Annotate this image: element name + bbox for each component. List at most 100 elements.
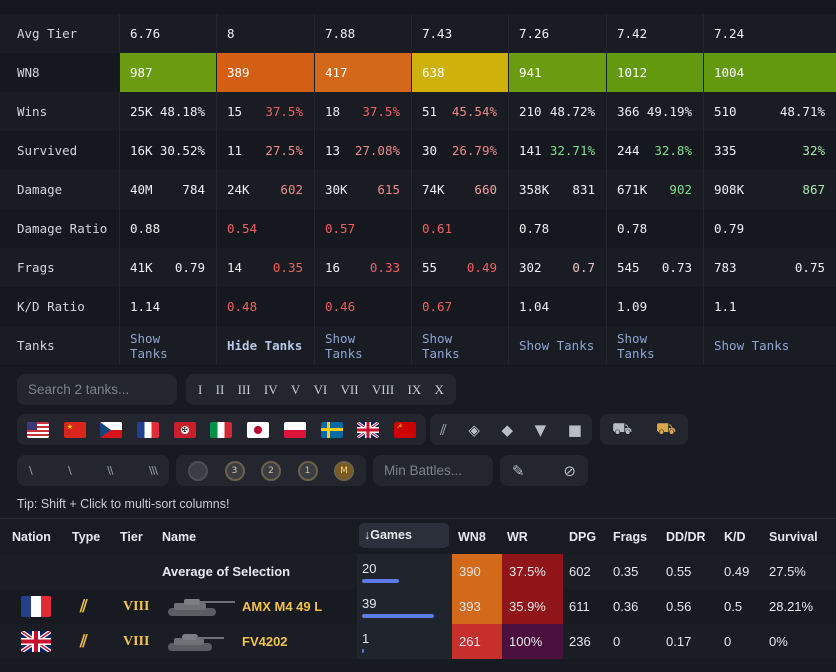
frags-value: 0.36 (613, 599, 639, 614)
tier-filter-button[interactable]: X (434, 381, 444, 397)
hide-tanks-link[interactable]: Hide Tanks (227, 338, 303, 353)
tier-filter-button[interactable]: VIII (371, 381, 395, 397)
header-dddr[interactable]: DD/DR (666, 530, 706, 544)
min-battles-input[interactable]: Min Battles... (373, 455, 493, 486)
avg-tier-cell: 7.26 (508, 14, 606, 53)
tank-name[interactable]: AMX M4 49 L (242, 599, 323, 614)
role-icon[interactable]: \\ (107, 464, 114, 477)
show-tanks-link[interactable]: Show Tanks (325, 330, 363, 361)
show-tanks-link[interactable]: Show Tanks (617, 330, 655, 361)
header-kd[interactable]: K/D (724, 530, 746, 544)
tier-filter-button[interactable]: I (198, 381, 203, 397)
role-icon[interactable]: \\\ (148, 464, 158, 477)
tanks-cell: Show Tanks (314, 326, 411, 365)
gun-icon[interactable]: ✎ (512, 461, 525, 480)
medium-tank-icon[interactable]: ◈ (468, 420, 480, 439)
show-tanks-link[interactable]: Show Tanks (714, 338, 790, 353)
header-type[interactable]: Type (72, 530, 101, 544)
poland-flag-icon[interactable] (283, 421, 306, 438)
italy-flag-icon[interactable] (210, 421, 233, 438)
header-survival[interactable]: Survival (769, 530, 818, 544)
wins-cell: 51 45.54% (411, 92, 508, 131)
france-flag-icon[interactable] (137, 421, 160, 438)
table-row[interactable]: ⫽ VIII AMX M4 49 L 39 393 35.9% 611 0.36… (0, 589, 836, 624)
frags-cell: 783 0.75 (703, 248, 836, 287)
sweden-flag-icon[interactable] (320, 421, 343, 438)
damage-cell: 358K 831 (508, 170, 606, 209)
tier-filter-button[interactable]: III (237, 381, 251, 397)
tanks-cell: Show Tanks (703, 326, 836, 365)
tier-filter-button[interactable]: VII (340, 381, 359, 397)
stats-row-wn8: WN8 987 389 417 638 941 1012 1004 (0, 53, 836, 92)
wins-cell: 210 48.72% (508, 92, 606, 131)
frags-cell: 55 0.49 (411, 248, 508, 287)
tier-filter-button[interactable]: VI (313, 381, 328, 397)
header-dpg[interactable]: DPG (569, 530, 597, 544)
kd-value: 0.49 (724, 564, 750, 579)
mastery-second-class-icon[interactable]: 2 (261, 460, 281, 481)
type-filter: ⫽ ◈ ◆ ▼ ■ (430, 414, 592, 445)
header-tier[interactable]: Tier (120, 530, 143, 544)
search-input[interactable]: Search 2 tanks... (17, 374, 177, 405)
no-gun-icon[interactable]: ⊘ (563, 461, 576, 480)
role-filter: \ \ \\ \\\ (17, 455, 169, 486)
header-wr[interactable]: WR (507, 530, 528, 544)
damage-ratio-cell: 0.78 (606, 209, 703, 248)
role-icon[interactable]: \ (68, 464, 72, 477)
stats-row-tanks: Tanks Show Tanks Hide Tanks Show Tanks S… (0, 326, 836, 365)
tier-filter-button[interactable]: IX (407, 381, 422, 397)
games-value: 1 (362, 630, 370, 646)
show-tanks-link[interactable]: Show Tanks (422, 330, 460, 361)
header-frags[interactable]: Frags (613, 530, 648, 544)
premium-tank-icon[interactable]: ⛟ (655, 419, 676, 438)
games-cell-bg (357, 589, 452, 624)
tanks-cell: Show Tanks (606, 326, 703, 365)
tank-name[interactable]: FV4202 (242, 634, 288, 649)
table-row[interactable]: ⫽ VIII FV4202 1 261 100% 236 0 0.17 0 0% (0, 624, 836, 659)
usa-flag-icon[interactable] (27, 421, 49, 438)
germany-flag-icon[interactable]: ✠ (173, 421, 196, 438)
uk-flag-icon[interactable] (357, 421, 380, 438)
survival-value: 0% (769, 634, 788, 649)
heavy-tank-icon[interactable]: ◆ (501, 420, 514, 439)
mastery-third-class-icon[interactable]: 3 (224, 460, 245, 481)
header-name[interactable]: Name (162, 530, 197, 544)
mastery-first-class-icon[interactable]: 1 (297, 460, 318, 481)
stats-row-frags: Frags 41K 0.79 14 0.35 16 0.33 55 0.49 302 0.… (0, 248, 836, 287)
tank-destroyer-icon[interactable]: ▼ (534, 420, 547, 439)
mastery-none-icon[interactable] (188, 460, 208, 481)
role-icon[interactable]: \ (29, 464, 33, 477)
mastery-ace-icon[interactable]: M (334, 460, 354, 481)
show-tanks-link[interactable]: Show Tanks (130, 330, 168, 361)
wn8-value: 390 (452, 554, 502, 589)
survived-cell: 11 27.5% (216, 131, 314, 170)
japan-flag-icon[interactable] (247, 421, 270, 438)
show-tanks-link[interactable]: Show Tanks (519, 338, 595, 353)
header-nation[interactable]: Nation (12, 530, 51, 544)
header-wn8[interactable]: WN8 (458, 530, 486, 544)
tank-image-icon (166, 624, 226, 659)
row-label: K/D Ratio (0, 287, 119, 326)
avg-tier-cell: 8 (216, 14, 314, 53)
tier-filter-button[interactable]: V (290, 381, 301, 397)
avg-tier-cell: 6.76 (119, 14, 216, 53)
kd-cell: 1.04 (508, 287, 606, 326)
sort-games-button[interactable]: ↓Games (359, 523, 449, 548)
ussr-flag-icon[interactable]: ☭ (393, 421, 416, 438)
tier-filter-button[interactable]: IV (263, 381, 278, 397)
stats-row-avg-tier: Avg Tier 6.76 8 7.88 7.43 7.26 7.42 7.24 (0, 14, 836, 53)
survived-cell: 16K 30.52% (119, 131, 216, 170)
row-label: Tanks (0, 326, 119, 365)
damage-ratio-cell: 0.61 (411, 209, 508, 248)
wn8-cell: 987 (119, 53, 216, 92)
premium-filter: ⛟ ⛟ (600, 414, 688, 445)
wn8-cell: 941 (508, 53, 606, 92)
standard-tank-icon[interactable]: ⛟ (612, 419, 633, 438)
tier-filter-button[interactable]: II (215, 381, 225, 397)
wins-cell: 510 48.71% (703, 92, 836, 131)
china-flag-icon[interactable]: ★ (63, 421, 86, 438)
czech-flag-icon[interactable] (100, 421, 123, 438)
light-tank-icon[interactable]: ⫽ (440, 420, 447, 439)
spg-icon[interactable]: ■ (567, 420, 582, 439)
games-bar (362, 614, 434, 618)
